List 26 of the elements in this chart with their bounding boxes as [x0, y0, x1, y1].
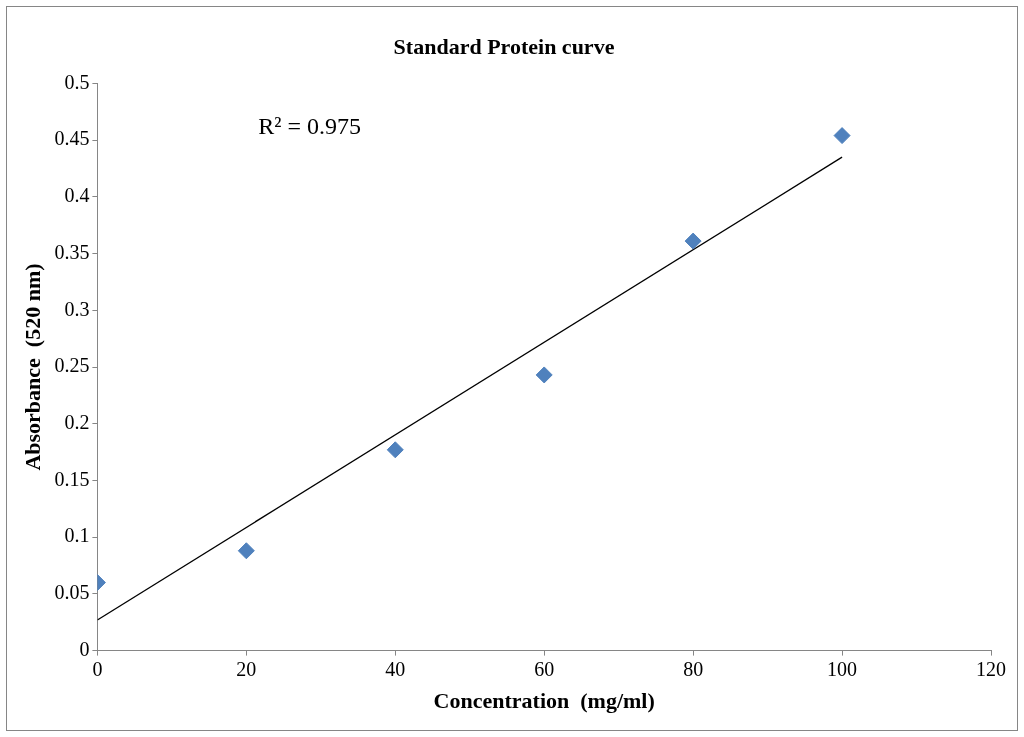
y-tick-label: 0.35: [54, 240, 90, 263]
x-tick-label: 100: [827, 657, 858, 680]
y-tick-label: 0.2: [64, 410, 90, 433]
y-tick-label: 0.4: [64, 184, 90, 207]
x-axis-title: Concentration (mg/ml): [433, 688, 655, 714]
annotation: R² = 0.975: [258, 112, 361, 139]
x-tick-label: 80: [683, 657, 704, 680]
chart-title: Standard Protein curve: [393, 33, 615, 59]
point: [684, 232, 702, 250]
y-tick-label: 0.05: [54, 581, 90, 604]
point: [535, 366, 553, 384]
x-tick-label: 40: [385, 657, 406, 680]
x-tick-label: 20: [236, 657, 257, 680]
point: [386, 441, 404, 459]
y-tick-label: 0.1: [64, 524, 90, 547]
y-tick-label: 0.15: [54, 467, 90, 490]
y-tick-label: 0.25: [54, 354, 90, 377]
y-axis-title: Absorbance (520 nm): [19, 263, 45, 471]
y-tick-label: 0: [79, 637, 90, 660]
y-tick-label: 0.5: [64, 70, 90, 93]
x-tick-label: 120: [976, 657, 1006, 680]
y-tick-label: 0.45: [54, 127, 90, 150]
point: [237, 542, 255, 560]
point: [833, 127, 851, 145]
y-tick-label: 0.3: [64, 297, 90, 320]
x-tick-label: 60: [534, 657, 555, 680]
